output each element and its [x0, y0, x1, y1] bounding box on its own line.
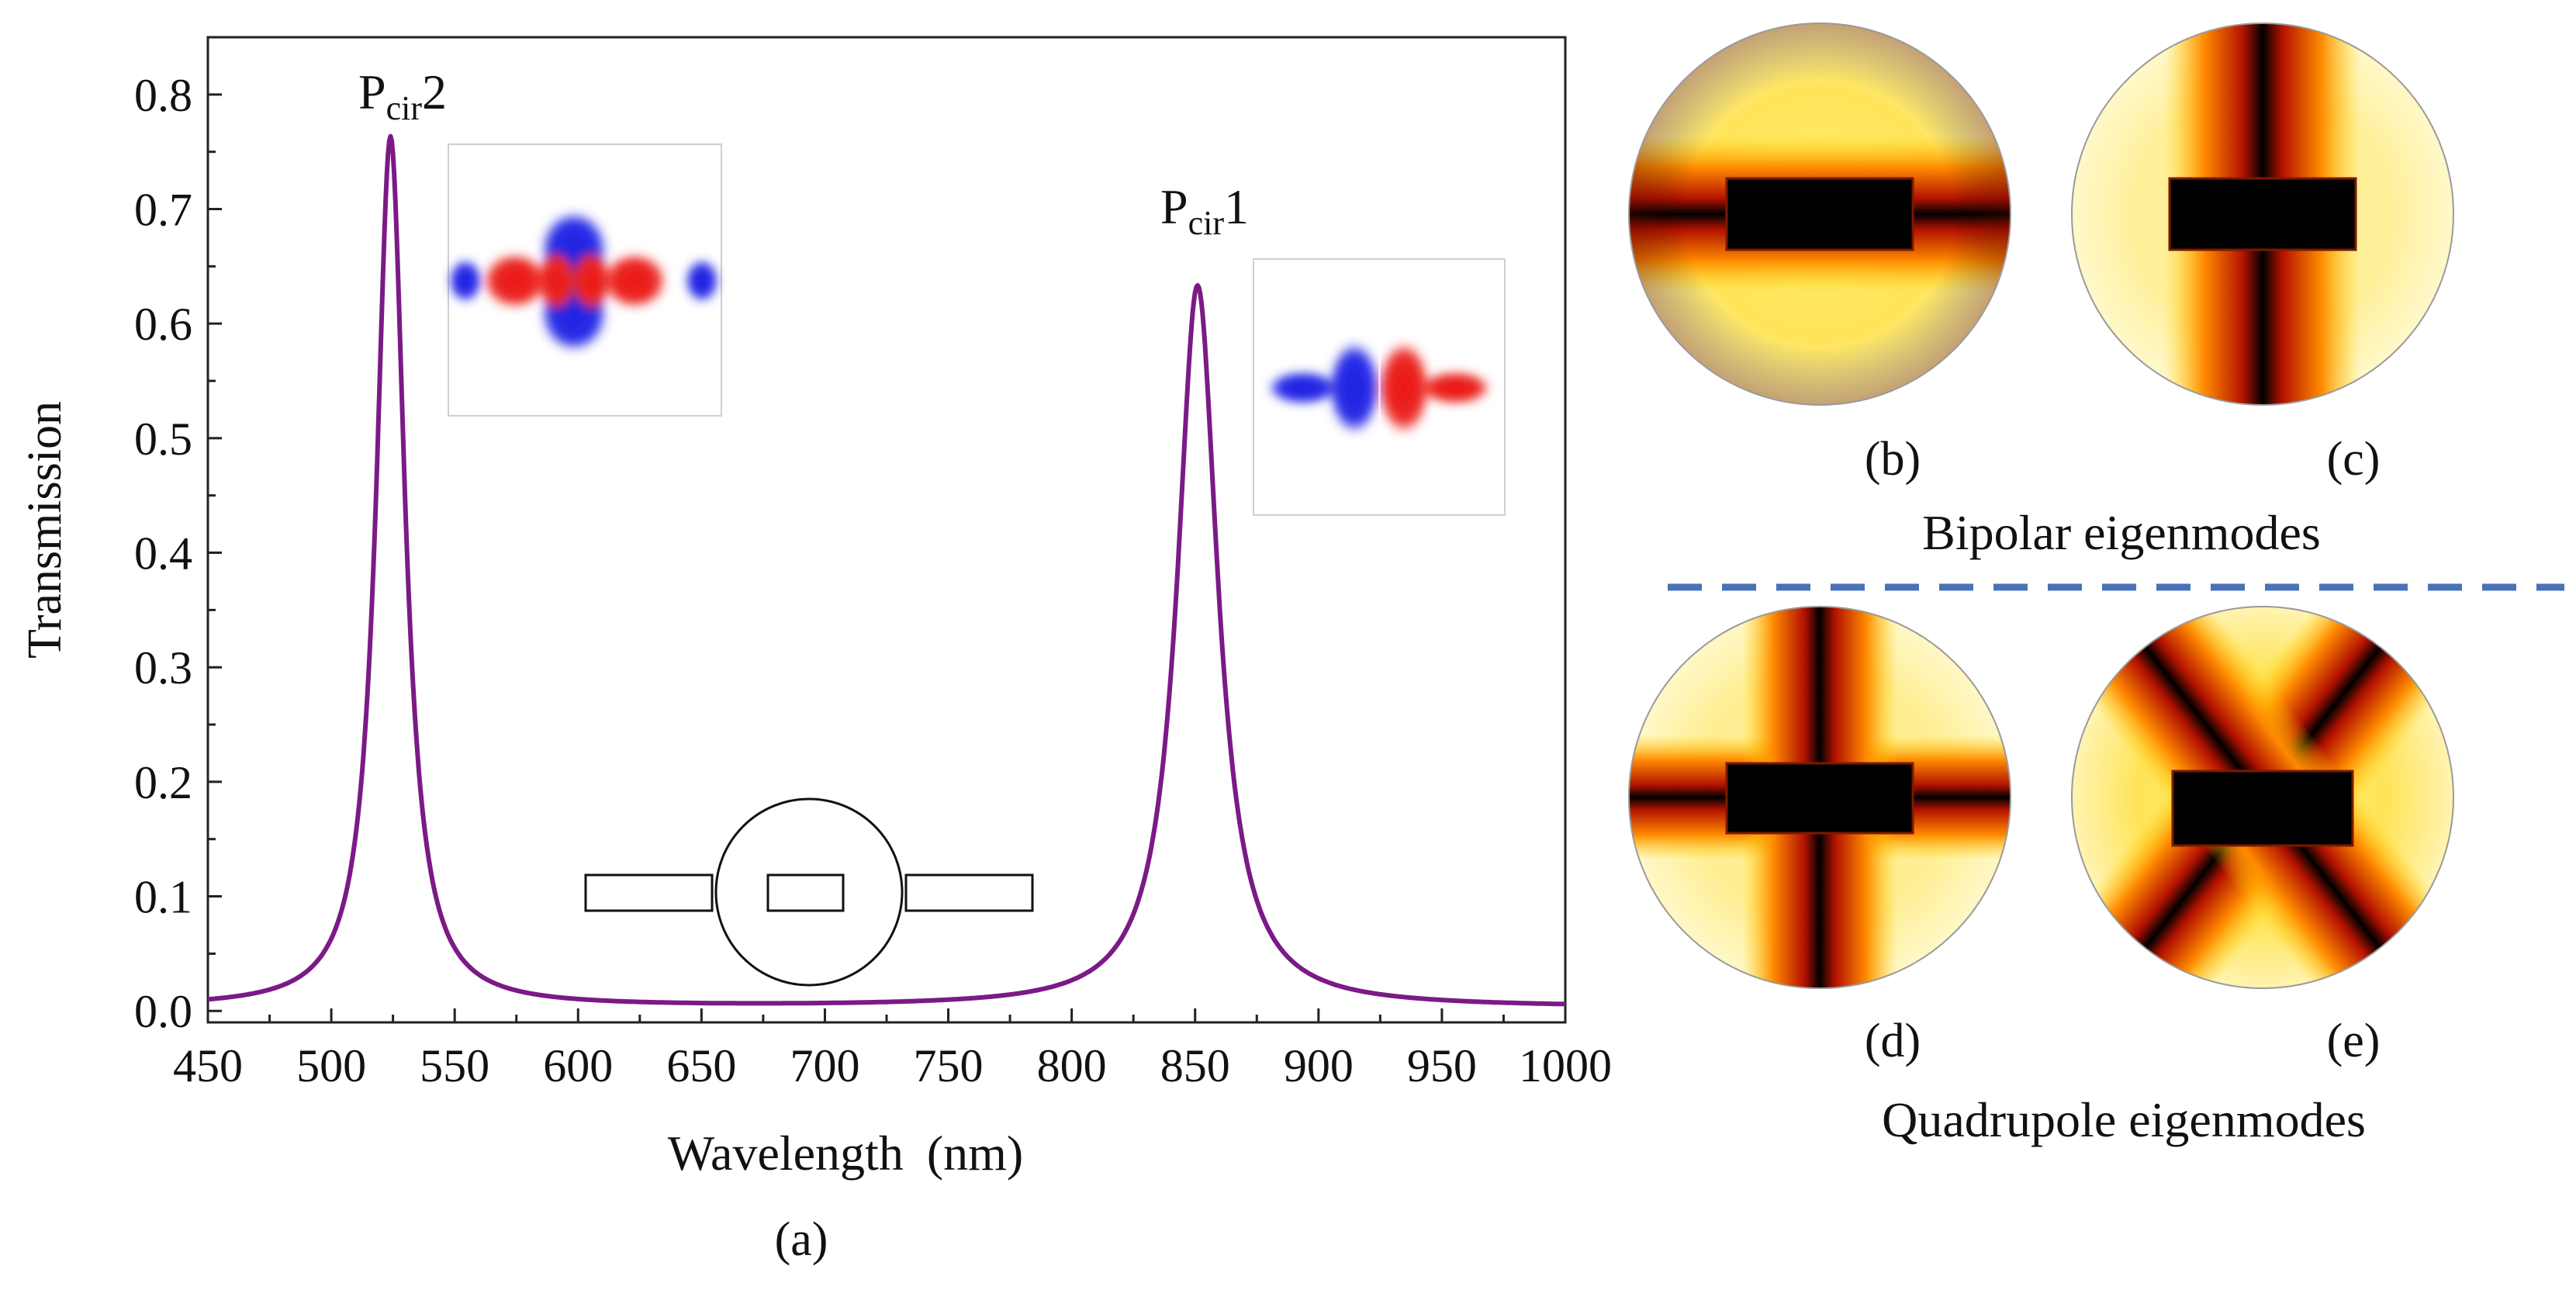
field-lobe: [1328, 341, 1381, 434]
y-tick-label: 0.8: [134, 70, 192, 121]
resonator-block: [1725, 762, 1914, 835]
peak-label-pcir2: Pcir2: [358, 64, 447, 127]
x-tick-label: 600: [543, 1040, 613, 1091]
inset-mode-pcir1: [1253, 258, 1506, 516]
y-tick-labels: 0.0 0.1 0.2 0.3 0.4 0.5 0.6 0.7 0.8: [134, 70, 192, 1037]
x-tick-label: 950: [1407, 1040, 1477, 1091]
eigenmode-label-d: (d): [1865, 1015, 1921, 1067]
eigenmode-e: [2072, 607, 2453, 988]
center-block: [766, 873, 845, 912]
y-tick-label: 0.0: [134, 986, 192, 1037]
axis-ticks: [206, 93, 1567, 1022]
x-tick-label: 550: [420, 1040, 489, 1091]
x-tick-label: 650: [666, 1040, 736, 1091]
x-tick-label: 900: [1284, 1040, 1354, 1091]
field-node: [1378, 334, 1381, 442]
structure-schematic: [584, 797, 1034, 987]
eigenmode-label-e: (e): [2327, 1015, 2381, 1067]
quadrupole-title: Quadrupole eigenmodes: [1882, 1092, 2366, 1147]
field-lobe: [448, 259, 482, 303]
eigenmode-e-border: [2071, 606, 2454, 989]
resonator-block: [2168, 177, 2357, 251]
x-axis-label: Wavelength (nm): [668, 1126, 1023, 1181]
y-tick-label: 0.4: [134, 528, 192, 579]
eigenmode-panels: (b) (c) Bipolar eigenmodes (d) (e) Q: [1628, 22, 2564, 1147]
field-lobe: [602, 253, 667, 309]
transmission-line: [206, 133, 1567, 1007]
inset-mode-pcir2: [448, 144, 722, 417]
field-lobe: [685, 259, 719, 303]
field-lobe: [1267, 371, 1339, 405]
bipolar-title: Bipolar eigenmodes: [1922, 505, 2321, 560]
x-tick-label: 850: [1160, 1040, 1230, 1091]
eigenmode-c: [2072, 23, 2453, 405]
x-tick-label: 500: [296, 1040, 366, 1091]
field-lobe: [482, 253, 548, 309]
y-tick-label: 0.3: [134, 642, 192, 693]
x-tick-label: 700: [790, 1040, 859, 1091]
y-axis-label: Transmission: [19, 401, 71, 659]
waveguide-left: [584, 873, 714, 912]
peak-label-pcir1: Pcir1: [1160, 179, 1249, 242]
field-lobe: [537, 250, 577, 312]
resonator-block: [1725, 177, 1914, 251]
x-tick-labels: 450 500 550 600 650 700 750 800 850 900 950 1000: [173, 1040, 1612, 1091]
resonator-block: [2171, 770, 2354, 847]
eigenmode-d-border: [1628, 606, 2011, 989]
x-tick-label: 450: [173, 1040, 243, 1091]
eigenmode-d: [1629, 607, 2011, 988]
eigenmode-label-b: (b): [1865, 433, 1921, 486]
y-tick-label: 0.7: [134, 185, 192, 236]
eigenmode-label-c: (c): [2327, 433, 2381, 486]
y-tick-label: 0.6: [134, 299, 192, 350]
field-lobe: [1378, 341, 1430, 434]
y-tick-label: 0.1: [134, 872, 192, 923]
x-tick-label: 1000: [1519, 1040, 1612, 1091]
y-tick-label: 0.5: [134, 413, 192, 465]
y-tick-label: 0.2: [134, 757, 192, 808]
transmission-chart: 450 500 550 600 650 700 750 800 850 900 950 1000 0.…: [19, 36, 1612, 1266]
panel-label-a: (a): [775, 1213, 828, 1266]
x-tick-label: 750: [914, 1040, 984, 1091]
eigenmode-b-border: [1628, 22, 2011, 406]
waveguide-right: [904, 873, 1034, 912]
field-lobe: [571, 250, 611, 312]
x-tick-label: 800: [1037, 1040, 1107, 1091]
eigenmode-c-border: [2071, 22, 2454, 406]
eigenmode-b: [1629, 23, 2011, 405]
field-lobe: [1419, 371, 1491, 405]
